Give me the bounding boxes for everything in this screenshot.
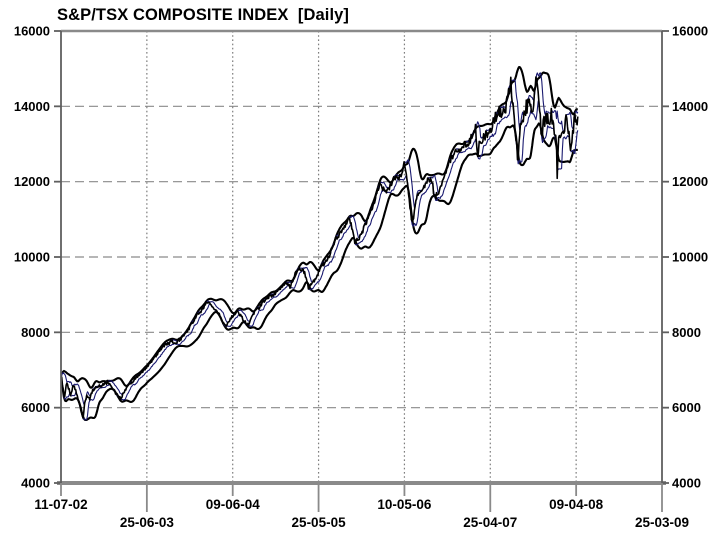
price-line — [61, 76, 579, 419]
y-axis-label-right: 4000 — [672, 476, 701, 491]
x-axis-label: 25-04-07 — [463, 515, 517, 530]
y-axis-label-left: 12000 — [14, 174, 50, 189]
x-axis-label: 11-07-02 — [34, 497, 87, 512]
y-axis-label-left: 8000 — [21, 325, 50, 340]
x-axis-label: 09-06-04 — [206, 497, 261, 512]
y-axis-label-left: 6000 — [21, 400, 50, 415]
envelope-lower-line — [61, 122, 579, 422]
y-axis-label-left: 16000 — [14, 24, 50, 39]
x-axis-label: 25-03-09 — [635, 515, 689, 530]
y-axis-label-left: 10000 — [14, 250, 50, 265]
y-axis-label-right: 10000 — [672, 250, 708, 265]
y-axis-label-right: 8000 — [672, 325, 701, 340]
y-axis-label-left: 14000 — [14, 99, 50, 114]
bollinger-upper-line — [61, 72, 579, 405]
x-axis-label: 09-04-08 — [549, 497, 604, 512]
y-axis-label-right: 14000 — [672, 99, 708, 114]
bollinger-lower-line — [61, 98, 579, 421]
series-group — [61, 66, 579, 422]
chart-title: S&P/TSX COMPOSITE INDEX [Daily] — [57, 6, 349, 24]
x-axis-label: 25-06-03 — [120, 515, 175, 530]
y-axis-label-right: 12000 — [672, 174, 708, 189]
y-axis-label-left: 4000 — [21, 476, 50, 491]
x-axis-label: 25-05-05 — [292, 515, 347, 530]
y-axis-label-right: 6000 — [672, 400, 701, 415]
y-axis-label-right: 16000 — [672, 24, 708, 39]
x-axis-label: 10-05-06 — [377, 497, 432, 512]
